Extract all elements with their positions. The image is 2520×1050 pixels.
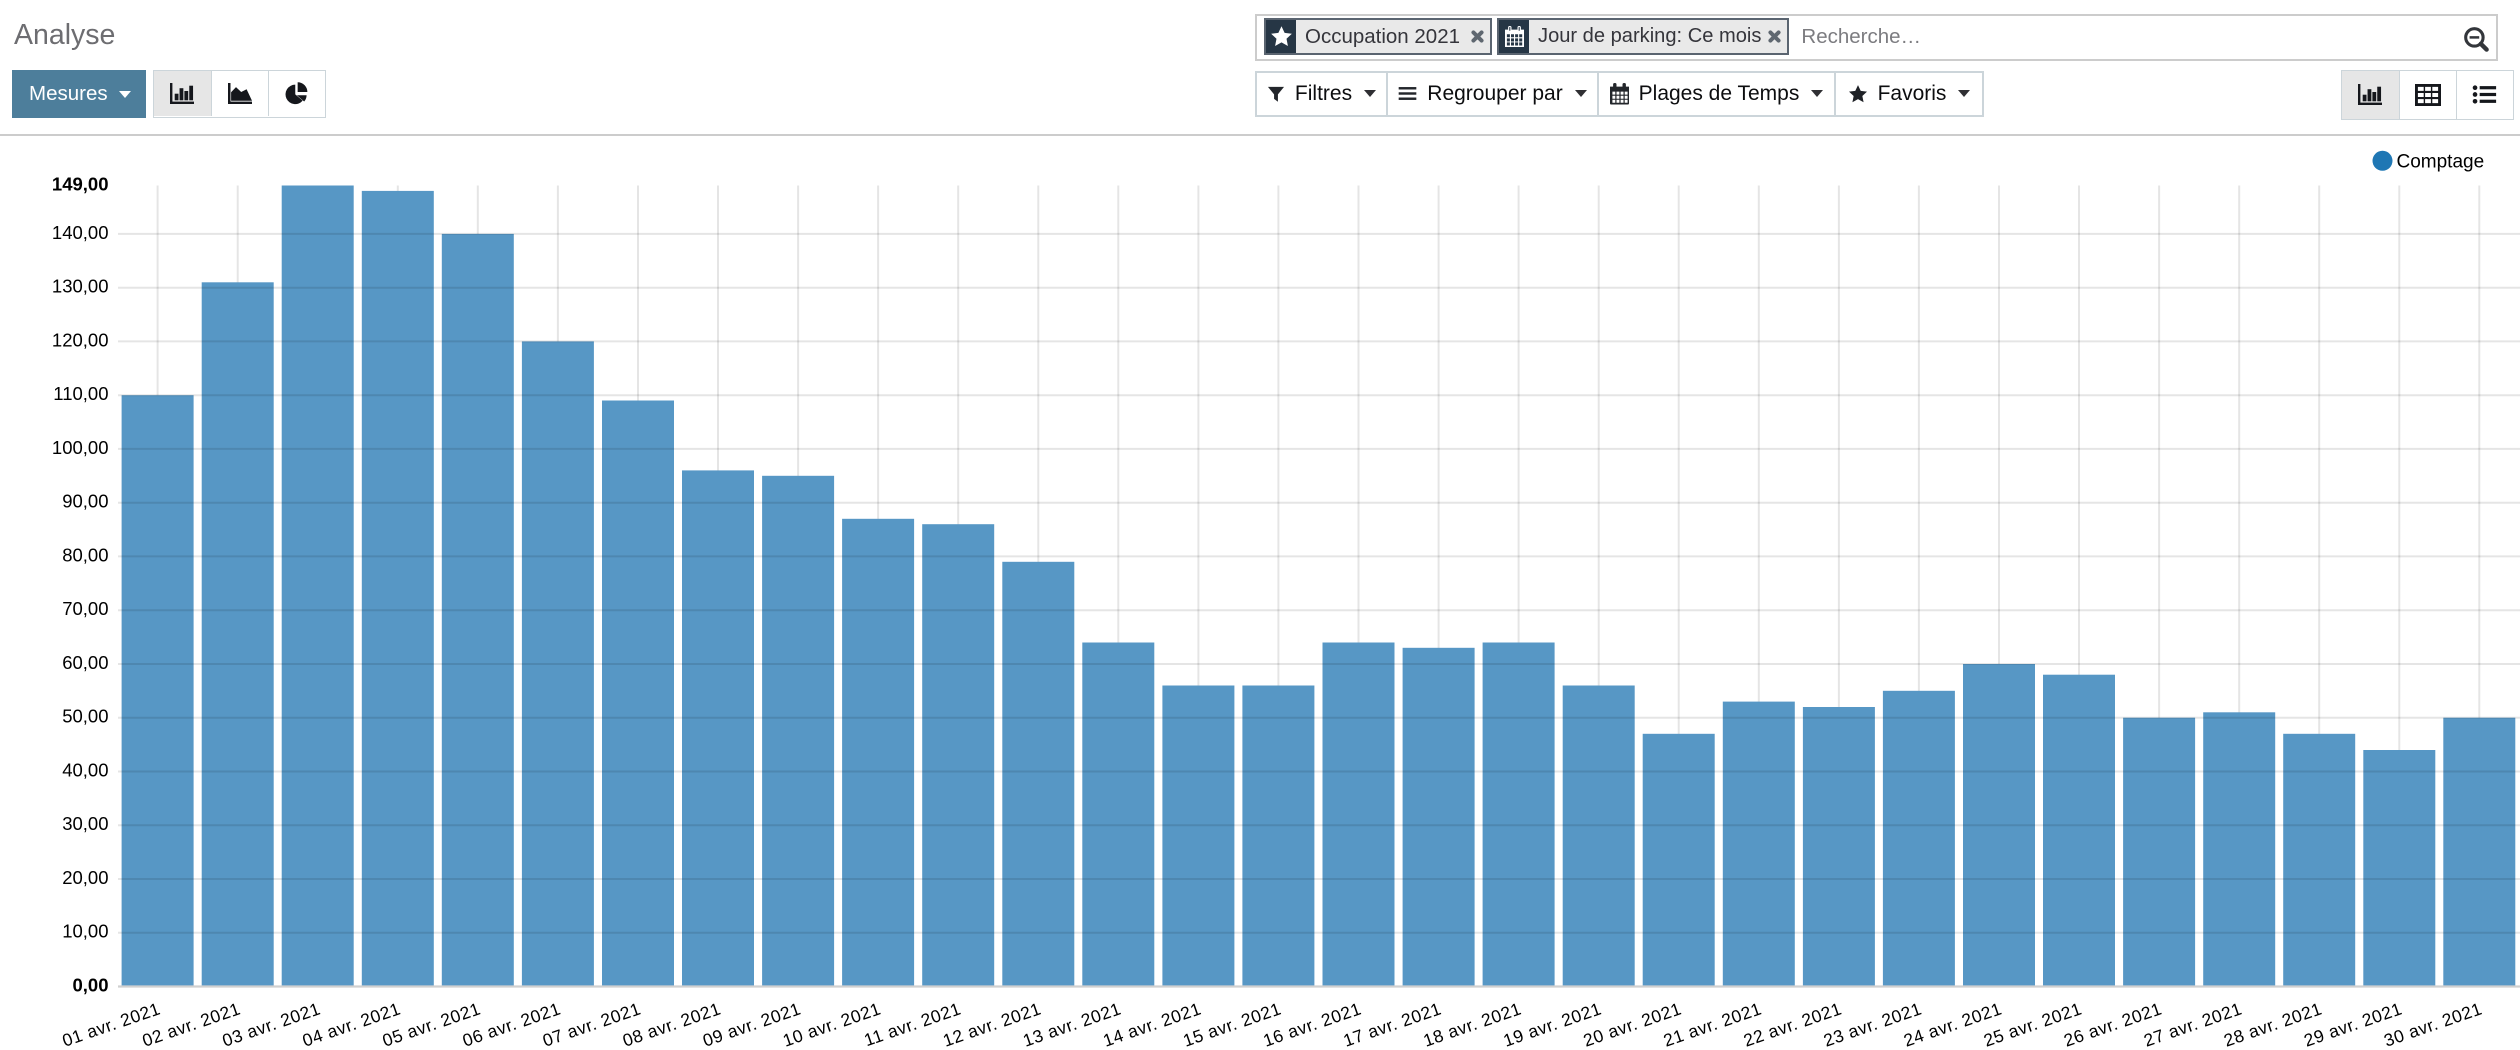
svg-text:20,00: 20,00 bbox=[62, 867, 108, 888]
svg-text:0,00: 0,00 bbox=[72, 975, 108, 996]
svg-text:120,00: 120,00 bbox=[52, 329, 109, 350]
svg-text:140,00: 140,00 bbox=[52, 222, 109, 243]
svg-text:60,00: 60,00 bbox=[62, 652, 108, 673]
svg-text:50,00: 50,00 bbox=[62, 706, 108, 727]
svg-text:80,00: 80,00 bbox=[62, 544, 108, 565]
svg-text:Comptage: Comptage bbox=[2397, 152, 2485, 173]
svg-text:110,00: 110,00 bbox=[53, 383, 108, 404]
svg-text:10,00: 10,00 bbox=[62, 921, 108, 942]
svg-text:100,00: 100,00 bbox=[52, 437, 109, 458]
svg-text:70,00: 70,00 bbox=[62, 598, 108, 619]
svg-text:30,00: 30,00 bbox=[62, 813, 108, 834]
svg-text:40,00: 40,00 bbox=[62, 760, 108, 781]
svg-text:90,00: 90,00 bbox=[62, 491, 108, 512]
svg-text:130,00: 130,00 bbox=[52, 276, 109, 297]
svg-text:149,00: 149,00 bbox=[52, 174, 109, 195]
